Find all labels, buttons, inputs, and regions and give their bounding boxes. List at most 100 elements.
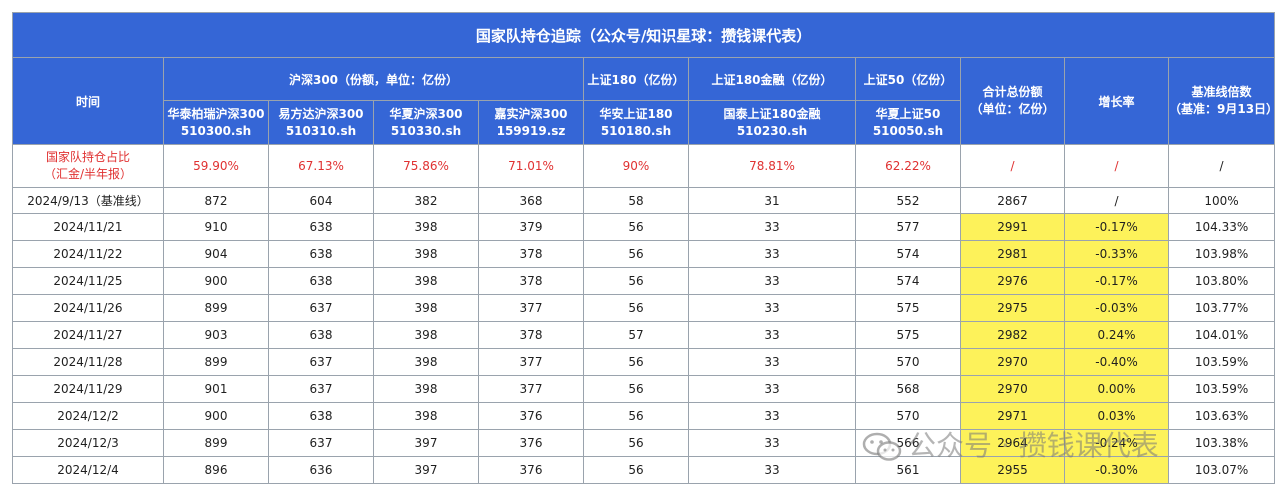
- share-cell: 33: [688, 456, 856, 484]
- total-cell: 2970: [960, 348, 1065, 376]
- date-cell: 2024/11/21: [12, 213, 164, 241]
- fund-code: 159919.sz: [496, 123, 566, 138]
- total-cell: 2867: [960, 187, 1065, 214]
- share-cell: 575: [855, 321, 961, 349]
- date-cell: 2024/11/26: [12, 294, 164, 322]
- baseline-multiple-cell: 103.98%: [1167, 240, 1276, 268]
- sz50-group-header: 上证50（亿份）: [855, 57, 961, 101]
- share-cell: 57: [583, 321, 689, 349]
- date-cell: 2024/9/13（基准线）: [12, 187, 164, 214]
- share-cell: 638: [268, 402, 374, 430]
- fund-name: 国泰上证180金融: [723, 106, 821, 121]
- table-row: 2024/12/3 899 637 397 376 56 33 566 2964 -0.24% 10…: [12, 429, 1276, 457]
- baseline-multiple-cell: 103.59%: [1167, 348, 1276, 376]
- sz180fin-group-header: 上证180金融（亿份）: [688, 57, 856, 101]
- share-cell: 398: [373, 348, 479, 376]
- holding-ratio-value: 59.90%: [163, 144, 269, 188]
- table-row: 2024/12/4 896 636 397 376 56 33 561 2955 -0.30% 10…: [12, 456, 1276, 484]
- fund-code: 510310.sh: [285, 123, 357, 138]
- fund-header: 嘉实沪深300 159919.sz: [478, 100, 584, 145]
- share-cell: 638: [268, 213, 374, 241]
- baseline-multiple-cell: 104.33%: [1167, 213, 1276, 241]
- share-cell: 33: [688, 240, 856, 268]
- share-cell: 376: [478, 429, 584, 457]
- share-cell: 900: [163, 267, 269, 295]
- ratio-label-line2: （汇金/半年报）: [43, 167, 133, 181]
- total-shares-header-line2: （单位：亿份）: [970, 102, 1055, 116]
- ratio-growth-cell: /: [1064, 144, 1169, 188]
- holding-ratio-value: 67.13%: [268, 144, 374, 188]
- baseline-multiple-cell: 103.07%: [1167, 456, 1276, 484]
- total-cell: 2975: [960, 294, 1065, 322]
- holdings-table: 国家队持仓追踪（公众号/知识星球：攒钱课代表） 时间 沪深300（份额，单位：亿…: [11, 12, 1276, 484]
- table-row: 2024/11/26 899 637 398 377 56 33 575 2975 -0.03% 1…: [12, 294, 1276, 322]
- share-cell: 398: [373, 240, 479, 268]
- share-cell: 56: [583, 456, 689, 484]
- date-cell: 2024/12/2: [12, 402, 164, 430]
- share-cell: 33: [688, 294, 856, 322]
- holding-ratio-value: 75.86%: [373, 144, 479, 188]
- share-cell: 56: [583, 429, 689, 457]
- growth-header: 增长率: [1064, 57, 1169, 145]
- share-cell: 376: [478, 456, 584, 484]
- table-row: 2024/11/21 910 638 398 379 56 33 577 2991 -0.17% 1…: [12, 213, 1276, 241]
- share-cell: 638: [268, 321, 374, 349]
- date-cell: 2024/11/28: [12, 348, 164, 376]
- share-cell: 56: [583, 267, 689, 295]
- fund-header: 易方达沪深300 510310.sh: [268, 100, 374, 145]
- baseline-multiple-cell: 104.01%: [1167, 321, 1276, 349]
- baseline-multiple-cell: 103.63%: [1167, 402, 1276, 430]
- share-cell: 636: [268, 456, 374, 484]
- share-cell: 570: [855, 348, 961, 376]
- holding-ratio-value: 78.81%: [688, 144, 856, 188]
- ratio-total-cell: /: [960, 144, 1065, 188]
- table-row: 2024/12/2 900 638 398 376 56 33 570 2971 0.03% 103…: [12, 402, 1276, 430]
- growth-cell: 0.00%: [1064, 375, 1169, 403]
- share-cell: 397: [373, 429, 479, 457]
- total-shares-header-line1: 合计总份额: [982, 85, 1043, 99]
- fund-name: 华安上证180: [599, 106, 673, 121]
- holding-ratio-value: 90%: [583, 144, 689, 188]
- date-cell: 2024/11/22: [12, 240, 164, 268]
- total-cell: 2991: [960, 213, 1065, 241]
- fund-name: 华夏沪深300: [389, 106, 463, 121]
- date-cell: 2024/11/27: [12, 321, 164, 349]
- date-cell: 2024/12/3: [12, 429, 164, 457]
- share-cell: 552: [855, 187, 961, 214]
- share-cell: 637: [268, 429, 374, 457]
- table-row: 2024/11/25 900 638 398 378 56 33 574 2976 -0.17% 1…: [12, 267, 1276, 295]
- holding-ratio-row: 国家队持仓占比 （汇金/半年报） 59.90% 67.13% 75.86% 71.01% 9…: [12, 144, 1276, 188]
- share-cell: 368: [478, 187, 584, 214]
- table-row: 2024/11/27 903 638 398 378 57 33 575 2982 0.24% 10…: [12, 321, 1276, 349]
- growth-cell: /: [1064, 187, 1169, 214]
- share-cell: 604: [268, 187, 374, 214]
- share-cell: 56: [583, 213, 689, 241]
- share-cell: 382: [373, 187, 479, 214]
- share-cell: 872: [163, 187, 269, 214]
- share-cell: 901: [163, 375, 269, 403]
- ratio-label-line1: 国家队持仓占比: [45, 150, 130, 164]
- date-cell: 2024/11/25: [12, 267, 164, 295]
- total-cell: 2976: [960, 267, 1065, 295]
- share-cell: 33: [688, 348, 856, 376]
- fund-name: 华夏上证50: [875, 106, 941, 121]
- share-cell: 56: [583, 240, 689, 268]
- fund-header: 国泰上证180金融 510230.sh: [688, 100, 856, 145]
- fund-code: 510300.sh: [180, 123, 252, 138]
- share-cell: 377: [478, 375, 584, 403]
- sz180-group-header: 上证180（亿份）: [583, 57, 689, 101]
- share-cell: 910: [163, 213, 269, 241]
- fund-name: 华泰柏瑞沪深300: [167, 106, 265, 121]
- share-cell: 378: [478, 240, 584, 268]
- fund-code: 510050.sh: [872, 123, 944, 138]
- table-title: 国家队持仓追踪（公众号/知识星球：攒钱课代表）: [11, 12, 1276, 58]
- share-cell: 58: [583, 187, 689, 214]
- growth-cell: -0.03%: [1064, 294, 1169, 322]
- share-cell: 575: [855, 294, 961, 322]
- share-cell: 637: [268, 348, 374, 376]
- share-cell: 378: [478, 267, 584, 295]
- time-header: 时间: [12, 57, 164, 145]
- share-cell: 378: [478, 321, 584, 349]
- total-cell: 2971: [960, 402, 1065, 430]
- share-cell: 397: [373, 456, 479, 484]
